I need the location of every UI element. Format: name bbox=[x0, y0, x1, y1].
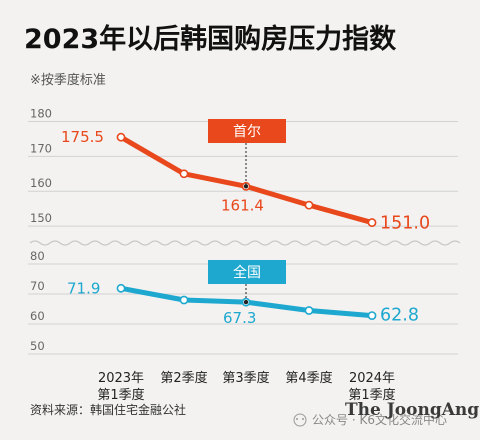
y-tick-label: 80 bbox=[30, 249, 45, 263]
legend-badge bbox=[208, 119, 286, 143]
data-label: 67.3 bbox=[223, 309, 256, 327]
data-label: 62.8 bbox=[380, 306, 419, 326]
x-tick-label: 第4季度 bbox=[285, 370, 332, 386]
y-tick-label: 180 bbox=[30, 107, 52, 121]
data-label: 71.9 bbox=[67, 279, 100, 297]
national-panel: 80 70 60 50 全国 71.9 67.3 62.8 bbox=[28, 249, 458, 355]
legend-label: 首尔 bbox=[233, 124, 261, 140]
watermark: 公众号 · K6文化交流中心 bbox=[293, 412, 447, 427]
chart-subtitle: ※按季度标准 bbox=[30, 72, 106, 88]
x-tick-label: 第2季度 bbox=[160, 370, 207, 386]
y-tick-label: 170 bbox=[30, 141, 52, 155]
x-tick-label: 第3季度 bbox=[222, 370, 269, 386]
leader-dot bbox=[243, 299, 249, 305]
data-label: 175.5 bbox=[61, 128, 104, 146]
x-tick-label: 2023年第1季度 bbox=[97, 371, 144, 403]
brand-logo: The JoongAng bbox=[345, 400, 479, 420]
y-tick-label: 50 bbox=[30, 339, 45, 353]
chart-title: 2023年以后韩国购房压力指数 bbox=[24, 23, 397, 55]
data-point bbox=[116, 132, 126, 142]
y-tick-label: 150 bbox=[30, 211, 52, 225]
seoul-panel: 180 170 160 150 首尔 175.5 161.4 151.0 bbox=[28, 107, 458, 234]
data-point bbox=[179, 169, 189, 179]
data-point bbox=[304, 306, 314, 315]
leader-dot bbox=[243, 184, 249, 189]
data-point bbox=[179, 295, 189, 305]
axis-break-wave bbox=[29, 240, 461, 246]
data-label: 151.0 bbox=[380, 214, 430, 234]
watermark-text: 公众号 · K6文化交流中心 bbox=[312, 412, 447, 427]
x-tick-label: 2024年第1季度 bbox=[348, 371, 395, 403]
y-tick-label: 70 bbox=[30, 279, 45, 293]
data-label: 161.4 bbox=[221, 196, 264, 214]
y-tick-label: 160 bbox=[30, 176, 52, 190]
data-point bbox=[304, 200, 314, 210]
legend-label: 全国 bbox=[233, 264, 261, 281]
source-note: 资料来源：韩国住宅金融公社 bbox=[30, 402, 186, 417]
data-point bbox=[116, 283, 126, 293]
wechat-icon bbox=[293, 413, 307, 427]
y-tick-label: 60 bbox=[30, 309, 45, 323]
data-point bbox=[367, 311, 377, 320]
legend-badge bbox=[208, 260, 286, 284]
data-point bbox=[367, 218, 377, 227]
